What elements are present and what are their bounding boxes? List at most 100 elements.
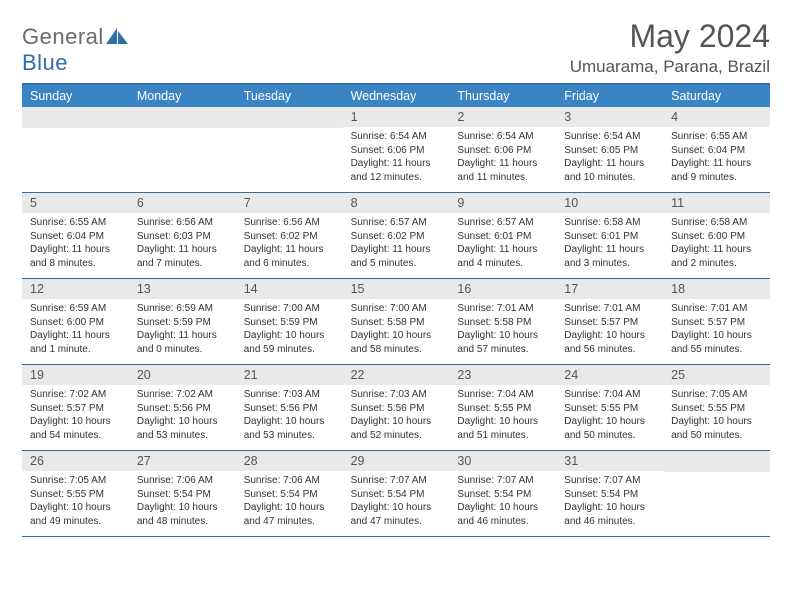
day-cell: 26Sunrise: 7:05 AMSunset: 5:55 PMDayligh…: [22, 451, 129, 536]
day-number: 16: [449, 279, 556, 299]
day-info: Sunrise: 7:06 AMSunset: 5:54 PMDaylight:…: [129, 474, 236, 528]
day-cell: 11 Sunrise: 6:58 AMSunset: 6:00 PMDayligh…: [663, 193, 770, 278]
day-info: Sunrise: 6:57 AMSunset: 6:02 PMDaylight:…: [343, 216, 450, 270]
day-info: Sunrise: 6:57 AMSunset: 6:01 PMDaylight:…: [449, 216, 556, 270]
day-cell: 16Sunrise: 7:01 AMSunset: 5:58 PMDayligh…: [449, 279, 556, 364]
day-cell: 12 Sunrise: 6:59 AMSunset: 6:00 PMDayligh…: [22, 279, 129, 364]
day-info: Sunrise: 6:55 AMSunset: 6:04 PMDaylight:…: [663, 130, 770, 184]
day-number: [236, 107, 343, 128]
day-number: 18: [663, 279, 770, 299]
week-row: 5 Sunrise: 6:55 AMSunset: 6:04 PMDaylight…: [22, 193, 770, 279]
day-number: 21: [236, 365, 343, 385]
day-cell: [129, 107, 236, 192]
day-cell: 21Sunrise: 7:03 AMSunset: 5:56 PMDayligh…: [236, 365, 343, 450]
day-number: 22: [343, 365, 450, 385]
day-cell: 24 Sunrise: 7:04 AMSunset: 5:55 PMDayligh…: [556, 365, 663, 450]
day-info: Sunrise: 7:00 AMSunset: 5:59 PMDaylight:…: [236, 302, 343, 356]
day-number: 30: [449, 451, 556, 471]
day-cell: 14 Sunrise: 7:00 AMSunset: 5:59 PMDayligh…: [236, 279, 343, 364]
day-number: 27: [129, 451, 236, 471]
day-number: 5: [22, 193, 129, 213]
brand-part1: General: [22, 24, 104, 49]
dow-label: Wednesday: [343, 85, 450, 107]
dow-label: Sunday: [22, 85, 129, 107]
day-number: 13: [129, 279, 236, 299]
day-number: [663, 451, 770, 472]
title-block: May 2024 Umuarama, Parana, Brazil: [570, 18, 770, 77]
day-cell: 5 Sunrise: 6:55 AMSunset: 6:04 PMDaylight…: [22, 193, 129, 278]
day-info: Sunrise: 7:05 AMSunset: 5:55 PMDaylight:…: [663, 388, 770, 442]
day-cell: 19Sunrise: 7:02 AMSunset: 5:57 PMDayligh…: [22, 365, 129, 450]
day-number: 6: [129, 193, 236, 213]
brand-part2: Blue: [22, 50, 68, 75]
day-number: 24: [556, 365, 663, 385]
day-cell: 30 Sunrise: 7:07 AMSunset: 5:54 PMDayligh…: [449, 451, 556, 536]
day-cell: 6Sunrise: 6:56 AMSunset: 6:03 PMDaylight…: [129, 193, 236, 278]
day-number: 25: [663, 365, 770, 385]
day-cell: 28Sunrise: 7:06 AMSunset: 5:54 PMDayligh…: [236, 451, 343, 536]
day-cell: 4 Sunrise: 6:55 AMSunset: 6:04 PMDaylight…: [663, 107, 770, 192]
day-of-week-row: SundayMondayTuesdayWednesdayThursdayFrid…: [22, 85, 770, 107]
day-cell: 2 Sunrise: 6:54 AMSunset: 6:06 PMDaylight…: [449, 107, 556, 192]
day-number: 9: [449, 193, 556, 213]
day-number: 11: [663, 193, 770, 213]
day-cell: 8 Sunrise: 6:57 AMSunset: 6:02 PMDaylight…: [343, 193, 450, 278]
day-cell: 9 Sunrise: 6:57 AMSunset: 6:01 PMDaylight…: [449, 193, 556, 278]
location-subtitle: Umuarama, Parana, Brazil: [570, 57, 770, 77]
day-number: 1: [343, 107, 450, 127]
day-cell: 3Sunrise: 6:54 AMSunset: 6:05 PMDaylight…: [556, 107, 663, 192]
day-info: Sunrise: 6:55 AMSunset: 6:04 PMDaylight:…: [22, 216, 129, 270]
day-cell: 15Sunrise: 7:00 AMSunset: 5:58 PMDayligh…: [343, 279, 450, 364]
day-info: Sunrise: 7:06 AMSunset: 5:54 PMDaylight:…: [236, 474, 343, 528]
day-cell: 7Sunrise: 6:56 AMSunset: 6:02 PMDaylight…: [236, 193, 343, 278]
day-info: Sunrise: 7:03 AMSunset: 5:56 PMDaylight:…: [343, 388, 450, 442]
day-number: 4: [663, 107, 770, 127]
day-info: Sunrise: 6:54 AMSunset: 6:05 PMDaylight:…: [556, 130, 663, 184]
day-info: Sunrise: 7:04 AMSunset: 5:55 PMDaylight:…: [556, 388, 663, 442]
day-cell: 18 Sunrise: 7:01 AMSunset: 5:57 PMDayligh…: [663, 279, 770, 364]
dow-label: Thursday: [449, 85, 556, 107]
day-cell: [22, 107, 129, 192]
day-number: 31: [556, 451, 663, 471]
day-info: Sunrise: 7:05 AMSunset: 5:55 PMDaylight:…: [22, 474, 129, 528]
dow-label: Friday: [556, 85, 663, 107]
day-info: Sunrise: 7:01 AMSunset: 5:57 PMDaylight:…: [663, 302, 770, 356]
day-info: Sunrise: 6:59 AMSunset: 6:00 PMDaylight:…: [22, 302, 129, 356]
day-info: Sunrise: 6:58 AMSunset: 6:00 PMDaylight:…: [663, 216, 770, 270]
day-cell: 25 Sunrise: 7:05 AMSunset: 5:55 PMDayligh…: [663, 365, 770, 450]
day-info: Sunrise: 7:01 AMSunset: 5:57 PMDaylight:…: [556, 302, 663, 356]
day-cell: 31 Sunrise: 7:07 AMSunset: 5:54 PMDayligh…: [556, 451, 663, 536]
brand-text: General Blue: [22, 24, 128, 76]
day-number: [129, 107, 236, 128]
day-number: 23: [449, 365, 556, 385]
month-title: May 2024: [570, 18, 770, 55]
day-info: Sunrise: 7:07 AMSunset: 5:54 PMDaylight:…: [449, 474, 556, 528]
day-number: [22, 107, 129, 128]
day-cell: 29Sunrise: 7:07 AMSunset: 5:54 PMDayligh…: [343, 451, 450, 536]
day-cell: 1 Sunrise: 6:54 AMSunset: 6:06 PMDaylight…: [343, 107, 450, 192]
day-cell: [663, 451, 770, 536]
day-info: Sunrise: 6:59 AMSunset: 5:59 PMDaylight:…: [129, 302, 236, 356]
day-cell: 22 Sunrise: 7:03 AMSunset: 5:56 PMDayligh…: [343, 365, 450, 450]
sail-icon: [106, 28, 128, 44]
day-cell: 23Sunrise: 7:04 AMSunset: 5:55 PMDayligh…: [449, 365, 556, 450]
day-number: 10: [556, 193, 663, 213]
day-number: 17: [556, 279, 663, 299]
week-row: 1 Sunrise: 6:54 AMSunset: 6:06 PMDaylight…: [22, 107, 770, 193]
day-cell: 17 Sunrise: 7:01 AMSunset: 5:57 PMDayligh…: [556, 279, 663, 364]
day-info: Sunrise: 7:07 AMSunset: 5:54 PMDaylight:…: [556, 474, 663, 528]
day-number: 12: [22, 279, 129, 299]
day-info: Sunrise: 7:07 AMSunset: 5:54 PMDaylight:…: [343, 474, 450, 528]
day-number: 2: [449, 107, 556, 127]
day-cell: [236, 107, 343, 192]
day-number: 8: [343, 193, 450, 213]
week-row: 12 Sunrise: 6:59 AMSunset: 6:00 PMDayligh…: [22, 279, 770, 365]
day-info: Sunrise: 6:54 AMSunset: 6:06 PMDaylight:…: [343, 130, 450, 184]
day-number: 20: [129, 365, 236, 385]
day-info: Sunrise: 7:02 AMSunset: 5:57 PMDaylight:…: [22, 388, 129, 442]
day-cell: 13 Sunrise: 6:59 AMSunset: 5:59 PMDayligh…: [129, 279, 236, 364]
day-number: 14: [236, 279, 343, 299]
calendar: SundayMondayTuesdayWednesdayThursdayFrid…: [22, 83, 770, 537]
day-info: Sunrise: 6:54 AMSunset: 6:06 PMDaylight:…: [449, 130, 556, 184]
dow-label: Monday: [129, 85, 236, 107]
